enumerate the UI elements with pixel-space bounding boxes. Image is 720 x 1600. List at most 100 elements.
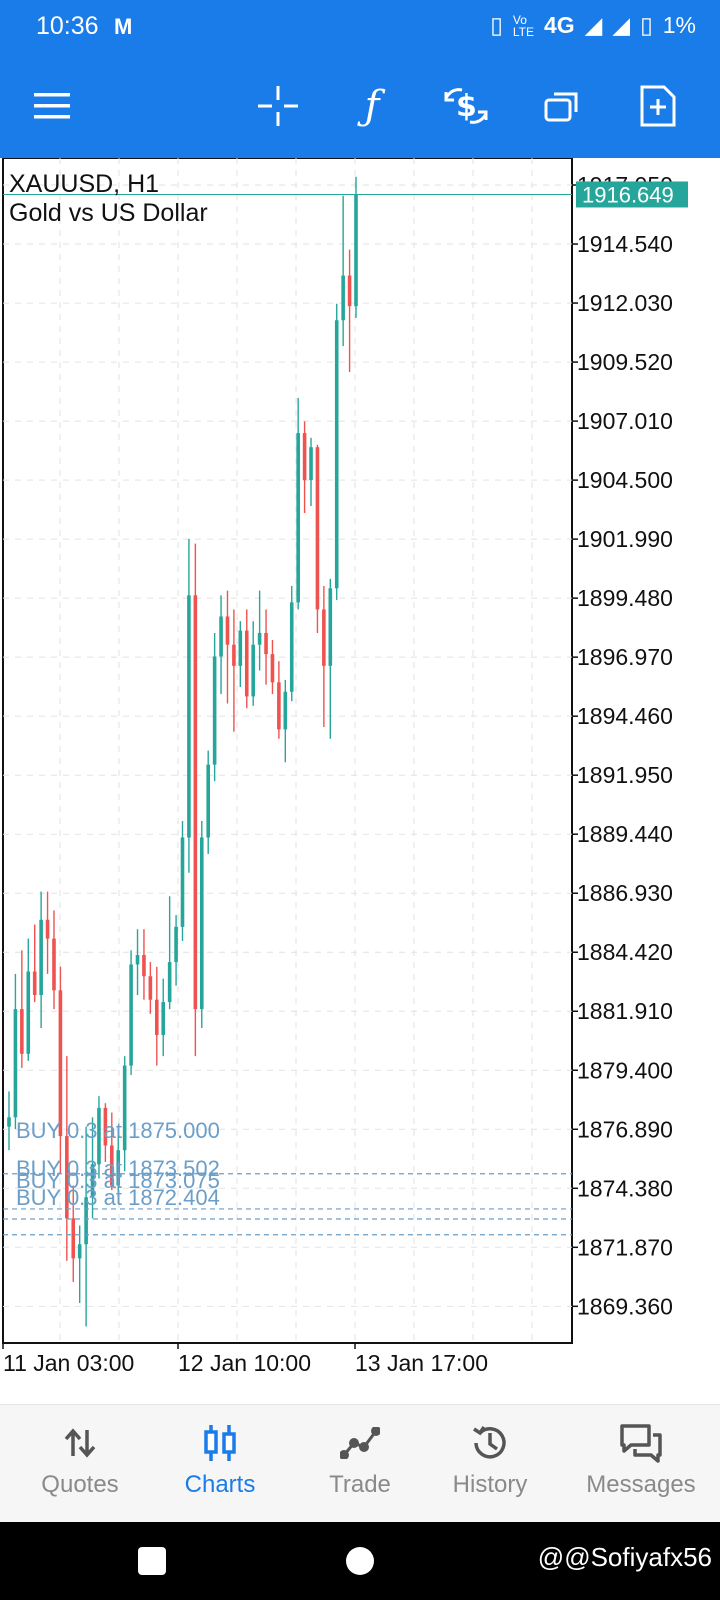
- candle-body: [148, 976, 153, 1000]
- candle-body: [322, 609, 326, 666]
- price-axis-label: 1884.420: [577, 939, 673, 965]
- battery-icon: ▯: [640, 12, 653, 38]
- candle-body: [309, 447, 313, 481]
- candle-body: [7, 1117, 11, 1127]
- price-axis-label: 1889.440: [577, 821, 673, 847]
- candle-body: [90, 1164, 95, 1198]
- new-order-icon: $: [444, 88, 488, 124]
- windows-icon: [544, 92, 578, 122]
- candle-body: [270, 654, 275, 683]
- candle-body: [277, 682, 281, 730]
- candle-body: [225, 616, 230, 645]
- price-axis-label: 1914.540: [577, 231, 673, 257]
- time-axis-label: 13 Jan 17:00: [355, 1350, 488, 1376]
- status-bar: 10:36 M ▯ Vo LTE 4G ◢ ◢ ▯ 1%: [0, 0, 720, 54]
- candle-body: [84, 1197, 88, 1245]
- nav-quotes[interactable]: Quotes: [8, 1419, 152, 1515]
- nav-trade[interactable]: Trade: [288, 1419, 432, 1515]
- candle-body: [302, 433, 307, 481]
- nav-charts-label: Charts: [184, 1471, 256, 1498]
- nav-messages[interactable]: Messages: [566, 1419, 716, 1515]
- candle-body: [341, 275, 345, 321]
- candle-body: [283, 691, 288, 730]
- price-chart[interactable]: 1917.0501914.5401912.0301909.5201907.010…: [0, 158, 720, 1404]
- system-nav-bar: @@Sofiyafx56: [0, 1522, 720, 1600]
- candle-body: [161, 1002, 166, 1035]
- chart-symbol: XAUUSD, H1: [9, 170, 159, 198]
- candle-body: [13, 1009, 18, 1118]
- candle-body: [251, 644, 255, 697]
- candle-body: [334, 320, 339, 589]
- new-order-button[interactable]: $: [434, 74, 498, 138]
- nav-messages-label: Messages: [586, 1471, 696, 1498]
- bid-price-box: [576, 181, 688, 208]
- candle-body: [97, 1107, 101, 1165]
- candle-body: [32, 971, 37, 996]
- candle-body: [39, 919, 43, 996]
- candle-body: [103, 1107, 108, 1146]
- chart-area[interactable]: 1917.0501914.5401912.0301909.5201907.010…: [0, 158, 720, 1404]
- status-time: 10:36: [36, 12, 99, 40]
- candle-body: [212, 656, 217, 765]
- nav-quotes-label: Quotes: [41, 1471, 119, 1498]
- hamburger-icon: [34, 93, 70, 119]
- candle-body: [142, 955, 146, 977]
- price-axis-label: 1899.480: [577, 585, 673, 611]
- gmail-icon: M: [114, 14, 133, 39]
- charts-icon: [204, 1425, 236, 1461]
- price-axis-label: 1876.890: [577, 1116, 673, 1142]
- menu-button[interactable]: [20, 74, 84, 138]
- template-icon: [640, 85, 676, 127]
- candle-body: [116, 1150, 121, 1186]
- chart-description: Gold vs US Dollar: [9, 199, 208, 227]
- candle-body: [167, 962, 172, 1003]
- candle-body: [77, 1244, 82, 1259]
- svg-text:$: $: [456, 89, 477, 124]
- crosshair-icon: [258, 86, 298, 126]
- candle-body: [122, 1065, 127, 1151]
- price-axis-label: 1871.870: [577, 1234, 673, 1260]
- order-label[interactable]: BUY 0.3 at 1872.404: [16, 1185, 220, 1210]
- candle-body: [232, 644, 236, 666]
- nav-history[interactable]: History: [418, 1419, 562, 1515]
- candle-body: [20, 1009, 24, 1054]
- price-axis-label: 1886.930: [577, 880, 673, 906]
- bottom-nav: Quotes Charts Trade History Messages: [0, 1404, 720, 1522]
- vibrate-icon: ▯: [490, 12, 503, 38]
- nav-charts[interactable]: Charts: [148, 1419, 292, 1515]
- windows-button[interactable]: [530, 74, 594, 138]
- candle-body: [289, 602, 294, 692]
- signal-icon-2: ◢: [612, 12, 631, 38]
- price-axis-label: 1896.970: [577, 644, 673, 670]
- candle-body: [154, 999, 159, 1035]
- history-icon: [473, 1426, 506, 1459]
- battery-percent: 1%: [662, 12, 696, 38]
- candle-body: [180, 837, 185, 927]
- template-button[interactable]: [626, 74, 690, 138]
- indicators-button[interactable]: ƒ: [340, 74, 404, 138]
- time-axis-label: 12 Jan 10:00: [178, 1350, 311, 1376]
- status-icons: ▯ Vo LTE 4G ◢ ◢ ▯ 1%: [490, 12, 696, 39]
- candle-body: [193, 595, 198, 1010]
- order-label[interactable]: BUY 0.3 at 1873.502: [16, 1156, 220, 1181]
- candle-body: [354, 194, 358, 307]
- price-axis-label: 1874.380: [577, 1175, 673, 1201]
- volte-icon: Vo LTE: [512, 12, 534, 39]
- candle-body: [58, 990, 63, 1137]
- candle-body: [328, 588, 333, 666]
- order-label[interactable]: BUY 0.3 at 1875.000: [16, 1118, 220, 1143]
- chart-toolbar: ƒ $: [0, 54, 720, 158]
- home-button[interactable]: [346, 1547, 374, 1575]
- quotes-icon: [64, 1428, 96, 1458]
- candle-body: [296, 433, 300, 603]
- price-axis-label: 1901.990: [577, 526, 673, 552]
- trade-icon: [340, 1427, 380, 1459]
- price-axis-label: 1894.460: [577, 703, 673, 729]
- crosshair-button[interactable]: [246, 74, 310, 138]
- candle-body: [26, 971, 31, 1054]
- recents-button[interactable]: [138, 1547, 166, 1575]
- order-label[interactable]: BUY 0.3 at 1873.075: [16, 1168, 220, 1193]
- time-axis-label: 11 Jan 03:00: [3, 1350, 134, 1376]
- candle-body: [187, 595, 191, 838]
- signal-icon: ◢: [584, 12, 603, 38]
